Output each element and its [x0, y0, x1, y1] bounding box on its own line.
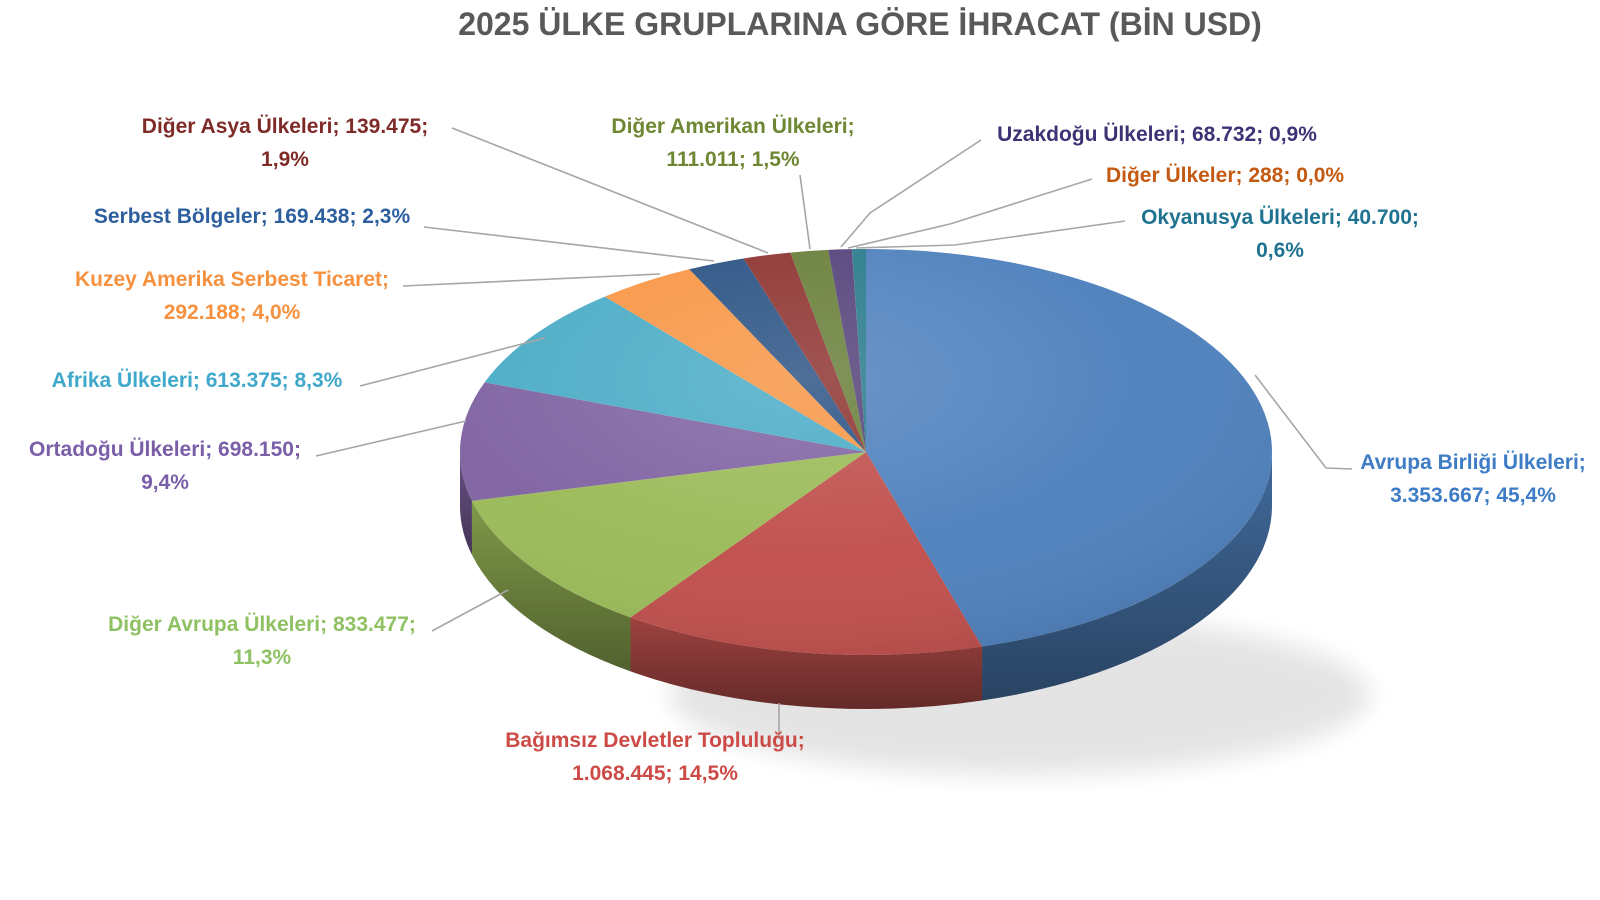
slice-label-line: Diğer Amerikan Ülkeleri;: [611, 115, 855, 138]
slice-label-line: 1,9%: [261, 148, 309, 171]
chart-title: 2025 ÜLKE GRUPLARINA GÖRE İHRACAT (BİN U…: [458, 6, 1262, 42]
slice-label-diger_avrupa: Diğer Avrupa Ülkeleri; 833.477; 11,3%: [108, 608, 416, 674]
leader-line-okyanusya: [855, 220, 1126, 249]
leader-line-uzakdogu: [840, 139, 982, 248]
leader-line-afrika: [359, 337, 546, 387]
leader-line-ortadogu: [315, 420, 467, 457]
leader-line-diger_ulkeler: [847, 178, 1093, 249]
slice-label-line: Afrika Ülkeleri; 613.375; 8,3%: [51, 369, 343, 392]
leader-line-serbest: [423, 226, 715, 262]
slice-label-line: Diğer Ülkeler; 288; 0,0%: [1105, 164, 1345, 187]
leader-line-diger_asya: [451, 127, 769, 254]
slice-label-bagimsiz: Bağımsız Devletler Topluluğu; 1.068.445; …: [505, 724, 804, 790]
slice-label-okyanusya: Okyanusya Ülkeleri; 40.700; 0,6%: [1141, 201, 1419, 267]
leader-line-diger_avrupa: [431, 589, 509, 632]
slice-label-line: 292.188; 4,0%: [163, 301, 301, 324]
slice-label-line: Diğer Asya Ülkeleri; 139.475;: [141, 115, 429, 138]
slice-label-kuzey_amerika: Kuzey Amerika Serbest Ticaret; 292.188; 4…: [75, 263, 389, 329]
slice-label-diger_ulkeler: Diğer Ülkeler; 288; 0,0%: [1106, 159, 1344, 192]
slice-label-line: 3.353.667; 45,4%: [1390, 484, 1556, 507]
slice-label-line: 0,6%: [1256, 239, 1304, 262]
pie-slice-wall-bagimsiz[interactable]: [630, 617, 983, 709]
slice-label-ortadogu: Ortadoğu Ülkeleri; 698.150; 9,4%: [29, 433, 301, 499]
slice-label-uzakdogu: Uzakdoğu Ülkeleri; 68.732; 0,9%: [997, 118, 1317, 151]
slice-label-line: Uzakdoğu Ülkeleri; 68.732; 0,9%: [997, 123, 1317, 146]
slice-label-avrupa_birligi: Avrupa Birliği Ülkeleri; 3.353.667; 45,4%: [1360, 446, 1586, 512]
slice-label-diger_amerikan: Diğer Amerikan Ülkeleri; 111.011; 1,5%: [611, 110, 854, 176]
slice-label-line: 11,3%: [232, 646, 292, 669]
slice-label-line: 111.011; 1,5%: [666, 148, 800, 171]
slice-label-diger_asya: Diğer Asya Ülkeleri; 139.475; 1,9%: [142, 110, 428, 176]
leader-line-diger_amerikan: [799, 174, 811, 250]
slice-label-serbest: Serbest Bölgeler; 169.438; 2,3%: [94, 200, 410, 233]
leader-line-avrupa_birligi: [1254, 374, 1353, 470]
slice-label-line: Ortadoğu Ülkeleri; 698.150;: [29, 438, 301, 461]
slice-label-line: Avrupa Birliği Ülkeleri;: [1360, 451, 1586, 474]
slice-label-line: Diğer Avrupa Ülkeleri; 833.477;: [108, 613, 416, 636]
slice-label-afrika: Afrika Ülkeleri; 613.375; 8,3%: [52, 364, 343, 397]
leader-line-kuzey_amerika: [402, 273, 661, 287]
slice-label-line: 9,4%: [141, 471, 189, 494]
slice-label-line: Bağımsız Devletler Topluluğu;: [505, 729, 805, 752]
slice-label-line: 1.068.445; 14,5%: [572, 762, 738, 785]
slice-label-line: Okyanusya Ülkeleri; 40.700;: [1141, 206, 1419, 229]
slice-label-line: Kuzey Amerika Serbest Ticaret;: [75, 268, 389, 291]
slice-label-line: Serbest Bölgeler; 169.438; 2,3%: [93, 205, 411, 228]
